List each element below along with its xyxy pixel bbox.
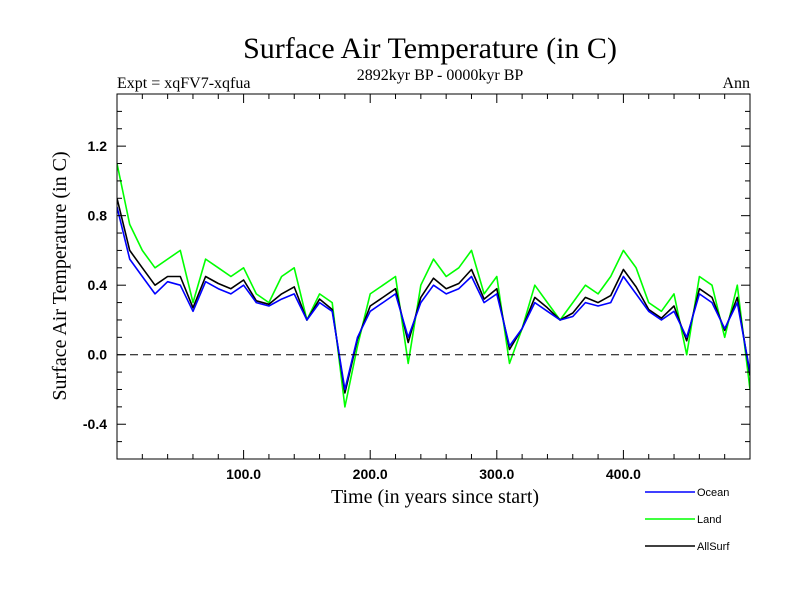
x-axis-label: Time (in years since start) — [331, 486, 539, 508]
y-tick-label: 0.4 — [88, 277, 108, 293]
axis-ticks: 100.0 200.0 300.0 400.0 -0.4 0.0 0.4 0.8 1.2 — [83, 94, 750, 482]
experiment-label: Expt = xqFV7-xqfua — [117, 75, 250, 92]
legend-label-land: Land — [697, 514, 721, 526]
y-tick-label: -0.4 — [83, 416, 107, 432]
y-tick-label: 0.0 — [88, 347, 108, 363]
y-tick-label: 1.2 — [88, 138, 108, 154]
x-tick-label: 200.0 — [353, 466, 388, 482]
series-line-land — [117, 163, 750, 408]
x-tick-label: 300.0 — [479, 466, 514, 482]
series-line-allsurf — [117, 198, 750, 394]
x-tick-label: 400.0 — [606, 466, 641, 482]
legend: Ocean Land AllSurf — [645, 487, 730, 553]
y-tick-label: 0.8 — [88, 208, 108, 224]
period-label: 2892kyr BP - 0000kyr BP — [357, 67, 524, 84]
y-axis-label: Surface Air Temperature (in C) — [49, 151, 71, 400]
series-layer — [117, 163, 750, 408]
plot-area — [116, 93, 751, 460]
season-label: Ann — [722, 75, 750, 92]
x-tick-label: 100.0 — [226, 466, 261, 482]
chart-title: Surface Air Temperature (in C) — [243, 32, 617, 65]
plot-frame — [116, 93, 751, 460]
legend-label-allsurf: AllSurf — [697, 541, 730, 553]
series-line-ocean — [117, 206, 750, 391]
legend-label-ocean: Ocean — [697, 487, 729, 499]
